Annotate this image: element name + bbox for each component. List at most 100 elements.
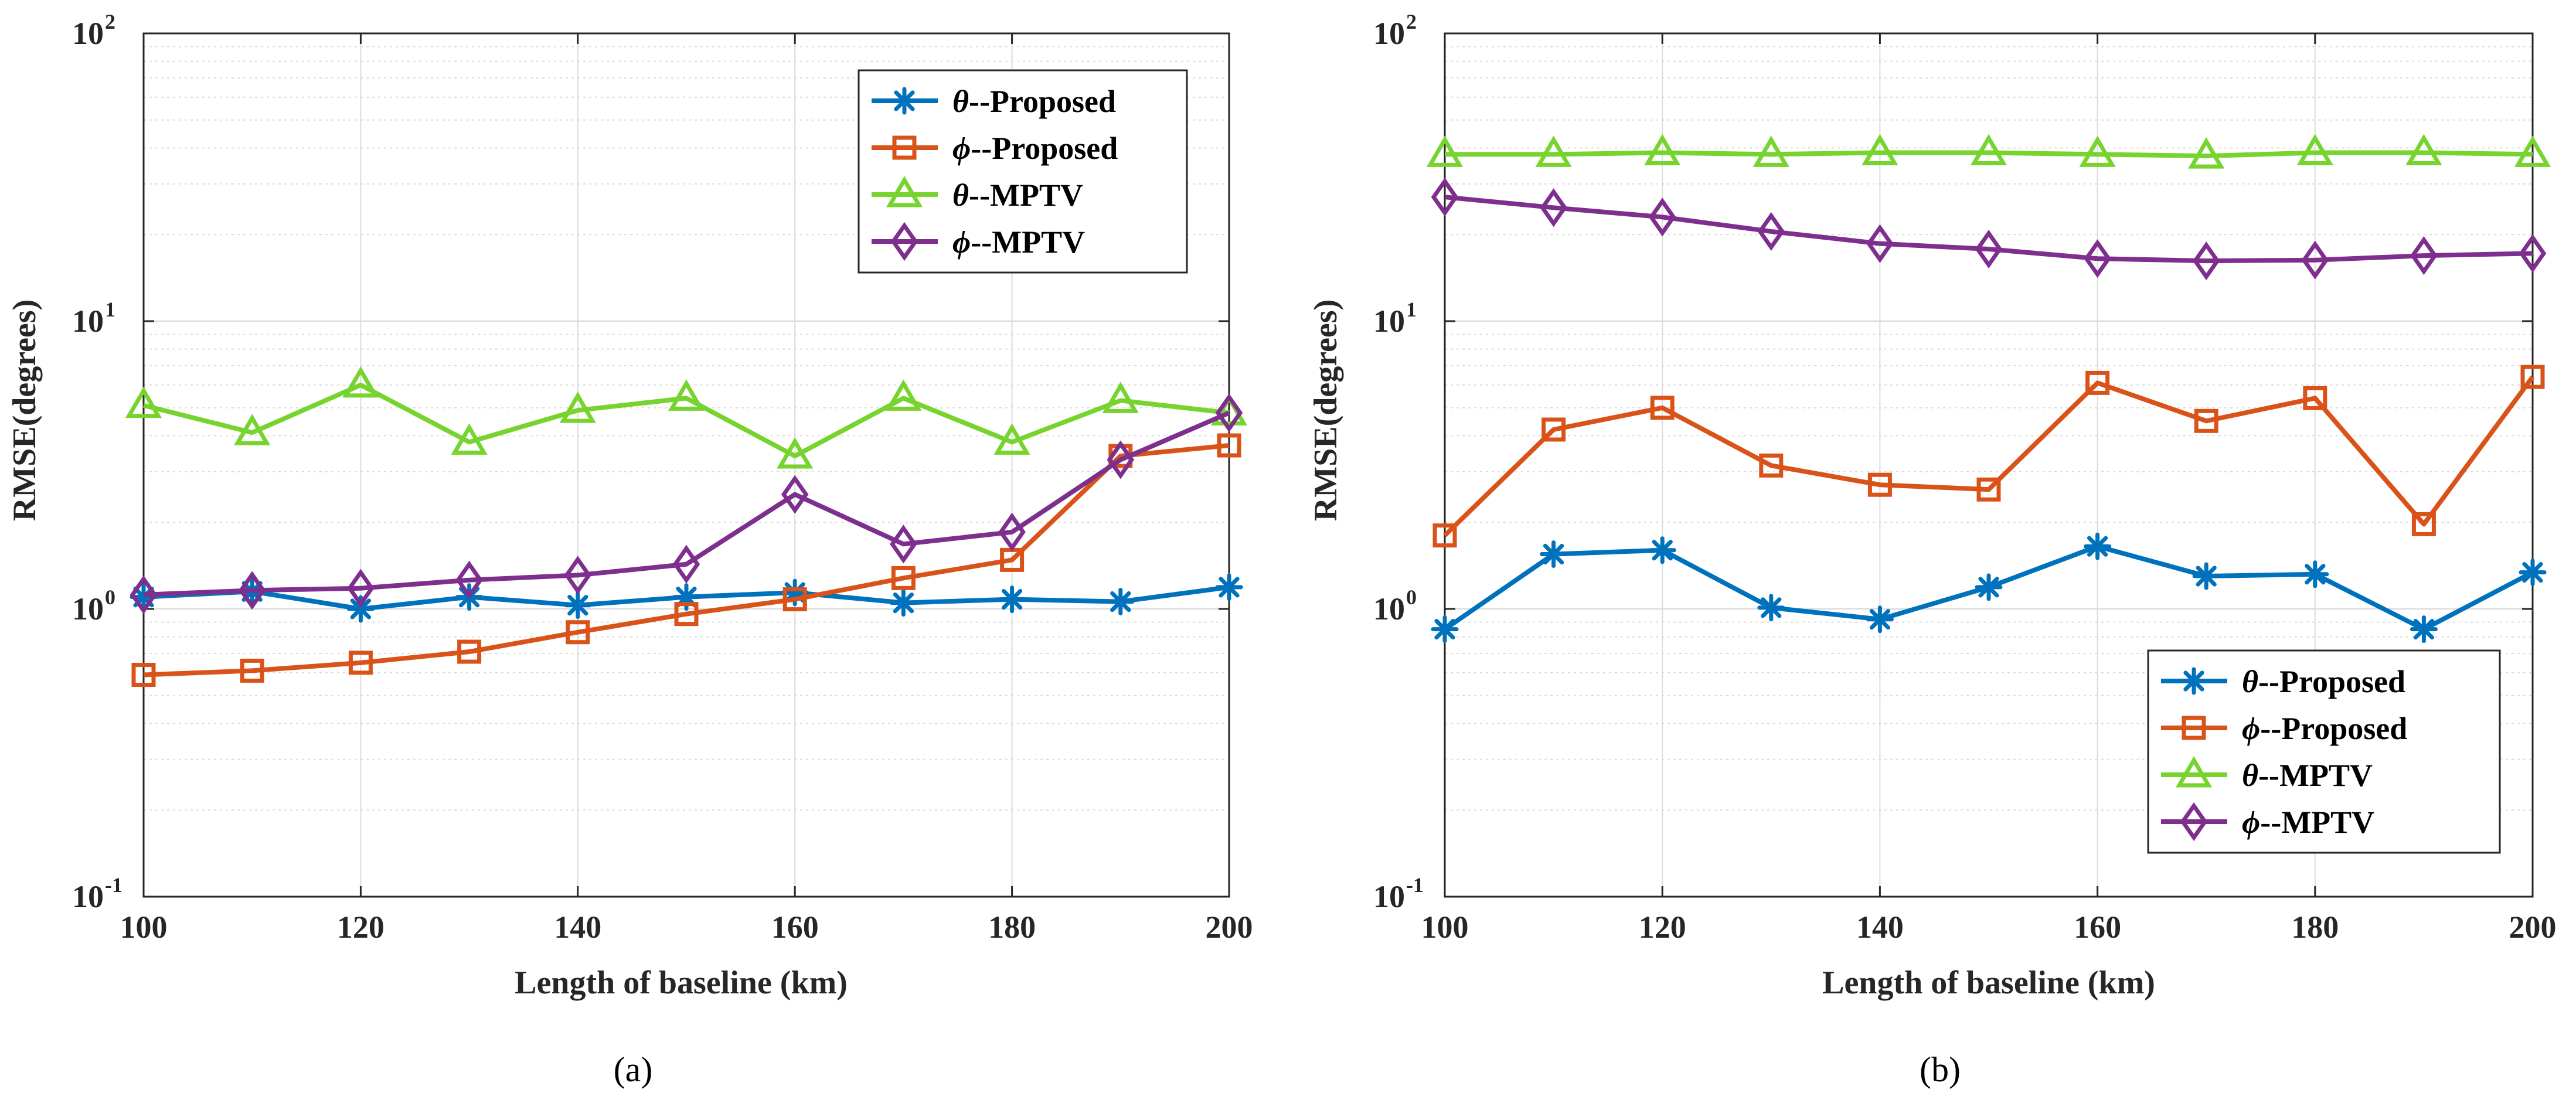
panel-a-legend-symbol: ϕ [952,224,971,260]
panel-b-point-phi_proposed-shape [2411,512,2436,536]
panel-b-point-phi_proposed-shape [1432,523,1457,548]
panel-b-xtick-label: 100 [1421,910,1469,945]
panel-a-point-phi_mptv [455,560,483,600]
panel-a-point-phi_mptv-shape [130,575,158,614]
panel-b-point-theta_mptv-shape [2514,135,2551,167]
panel-a-point-phi_proposed [782,587,807,612]
panel-b-point-phi_proposed-shape [2194,408,2218,433]
panel-b-legend-suffix: --MPTV [2260,805,2374,840]
panel-b-point-theta_proposed [1648,536,1676,564]
panel-b-ytick-exponent: 0 [1406,585,1417,609]
panel-a-point-theta_mptv [1102,382,1139,413]
panel-a-point-theta_mptv-shape [1102,382,1139,413]
panel-a-point-phi_mptv [672,544,700,584]
panel-a-point-theta_mptv [125,386,162,418]
panel-a-line-phi_mptv [143,410,1230,597]
panel-b-xtick-label: 140 [1856,910,1904,945]
panel-b-point-theta_proposed-stroke [1869,609,1891,630]
panel-b-xtick-label: 180 [2291,910,2339,945]
panel-a-legend-marker-stroke [894,90,915,111]
panel-b-point-phi_mptv [1975,229,2003,269]
panel-a-line-theta_mptv [143,382,1230,459]
panel-b-point-phi_mptv [2410,236,2438,275]
panel-a-point-phi_proposed [348,651,373,675]
panel-a-point-theta_proposed [564,591,592,619]
panel-a-point-phi_mptv-shape [347,568,375,608]
panel-a-point-theta_mptv [993,423,1030,455]
panel-a-ytick-label: 10 [72,879,104,914]
panel-a-point-theta_mptv [777,437,814,469]
panel-a-legend-suffix: --Proposed [971,131,1118,166]
panel-a-point-theta_mptv-shape [993,423,1030,455]
panel-b-legend-suffix: --Proposed [2258,664,2405,699]
panel-a-legend-label: ϕ--Proposed [952,131,1118,166]
panel-b-point-phi_proposed-shape [1867,472,1892,497]
panel-a-legend-suffix: --MPTV [971,224,1085,260]
panel-a-point-phi_mptv [238,571,266,610]
panel-a-ytick-exponent: 1 [105,298,115,321]
panel-b-point-theta_proposed [1540,540,1568,568]
panel-a-legend-marker-shape [890,222,918,261]
panel-b-legend-label: ϕ--MPTV [2242,805,2374,840]
panel-b-ytick-exponent: 1 [1406,298,1417,321]
panel-a-point-theta_proposed [889,589,917,617]
panel-b-point-theta_proposed [1975,573,2003,601]
panel-a-ytick-exponent: 2 [105,10,115,33]
panel-b-point-phi_mptv [2192,241,2220,281]
panel-b-line-theta_mptv [1445,150,2533,159]
panel-b-ytick-label: 10 [1373,16,1405,51]
panel-a-point-phi_proposed [566,620,590,645]
panel-b-point-theta_mptv-shape [2188,137,2225,169]
panel-a-point-theta_proposed-stroke [893,592,914,614]
panel-b-point-phi_proposed [1650,396,1675,420]
panel-a-ytick-exponent: 0 [105,585,115,609]
panel-a-point-phi_mptv-shape [672,544,700,584]
panel-a-point-phi_proposed-shape [348,651,373,675]
panel-a-xlabel: Length of baseline (km) [515,965,848,1001]
panel-b-point-theta_proposed-stroke [1543,543,1564,565]
panel-b-point-phi_proposed [2194,408,2218,433]
panel-b-point-theta_mptv [2296,134,2333,166]
panel-a-point-theta_mptv-shape [885,379,922,411]
panel-b-point-theta_proposed [1757,594,1785,622]
panel-a-point-phi_mptv [347,568,375,608]
panel-b-point-theta_proposed-stroke [1652,540,1673,561]
panel-b-legend-entry-phi_mptv: ϕ--MPTV [2161,802,2374,842]
panel-b-legend-marker-shape [2182,716,2206,740]
panel-b-point-theta_proposed-stroke [2413,619,2435,640]
panel-b-point-phi_mptv-shape [2084,239,2111,278]
panel-b-ytick-exponent: 2 [1406,10,1417,33]
panel-b-ytick-label: 10 [1373,304,1405,339]
panel-a-point-phi_mptv [890,525,917,564]
panel-a-point-theta_mptv [234,414,271,445]
panel-a-point-phi_mptv-shape [1215,393,1243,433]
panel-b-point-phi_mptv-shape [2519,234,2547,273]
panel-b-point-theta_mptv-shape [1862,134,1898,166]
panel-b-point-theta_proposed-stroke [1434,619,1455,640]
panel-a-point-theta_mptv-shape [668,379,705,411]
panel-b-point-phi_proposed-shape [2085,370,2110,395]
panel-a-point-phi_mptv [998,512,1026,551]
panel-a-point-phi_proposed-shape [457,639,482,664]
panel-b-point-theta_proposed-stroke [2305,564,2326,585]
panel-b-point-phi_mptv-shape [2192,241,2220,281]
panel-b-point-theta_mptv-shape [1644,134,1681,166]
panel-b-point-theta_proposed-stroke [2087,536,2108,557]
panel-a-point-theta_mptv [559,391,596,423]
panel-b-point-phi_proposed-shape [1759,453,1784,478]
panel-b-point-theta_proposed-stroke [2522,561,2543,583]
panel-b-point-phi_mptv [1757,212,1785,251]
panel-a-legend-symbol: ϕ [952,131,971,166]
panel-b-point-theta_mptv [1426,135,1464,167]
panel-b-point-phi_mptv [2084,239,2111,278]
panel-a-point-phi_proposed-shape [891,566,916,590]
panel-b-point-phi_mptv-shape [1540,188,1567,227]
panel-b-point-phi_mptv-shape [1431,178,1459,217]
panel-b-legend-symbol: θ [2242,664,2258,699]
panel-a-point-theta_proposed [998,585,1026,614]
panel-b-legend-marker [2175,756,2213,788]
